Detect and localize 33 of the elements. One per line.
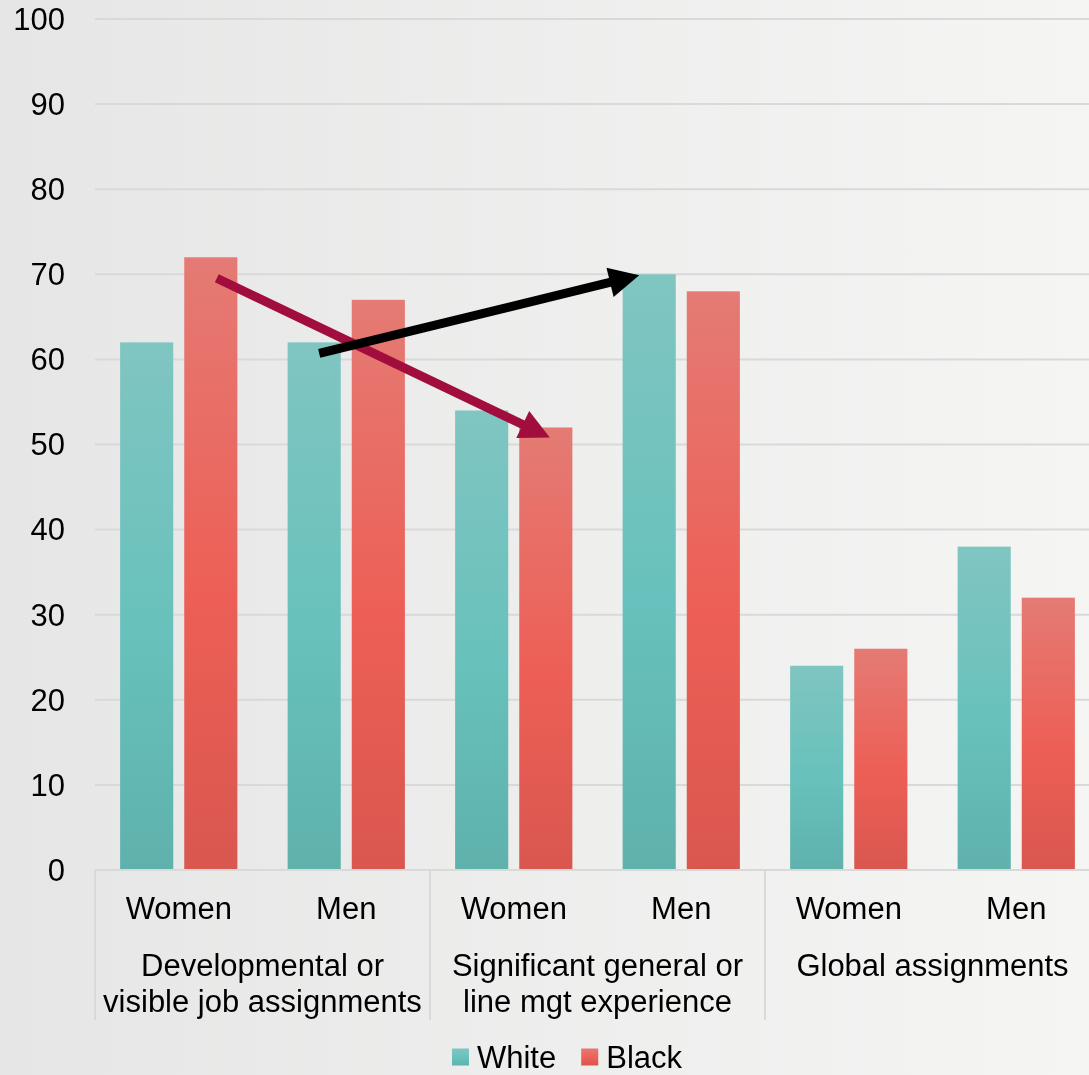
legend-label: White [476,1039,557,1075]
text: Developmental or visible job assignments [103,947,422,1019]
bar [287,342,341,870]
bar [790,665,844,870]
y-tick-label: 80 [30,172,65,208]
x-tick-label: Women [125,890,232,926]
y-tick-label: 0 [47,852,65,888]
y-tick-label: 60 [30,342,65,378]
y-tick-label: 30 [30,597,65,633]
y-tick-label: 20 [30,682,65,718]
y-tick-label: 40 [30,512,65,548]
bar [686,291,740,870]
legend-label: Black [606,1039,683,1075]
bar [622,274,676,870]
bar [120,342,174,870]
x-tick-label: Men [651,890,712,926]
y-tick-label: 50 [30,427,65,463]
y-tick-label: 10 [30,767,65,803]
text: Significant general or line mgt experience [451,947,744,1019]
bar [957,546,1011,870]
bar [854,648,908,870]
x-tick-label: Women [795,890,902,926]
y-tick-label: 70 [30,257,65,293]
x-tick-label: Men [986,890,1047,926]
y-tick-label: 100 [13,1,65,37]
bar [1021,597,1075,870]
y-tick-label: 90 [30,86,65,122]
x-tick-label: Women [460,890,567,926]
x-tick-label: Men [316,890,377,926]
bar [455,410,509,870]
bar [351,299,405,870]
text: Global assignments [796,947,1069,983]
bar [184,257,238,870]
